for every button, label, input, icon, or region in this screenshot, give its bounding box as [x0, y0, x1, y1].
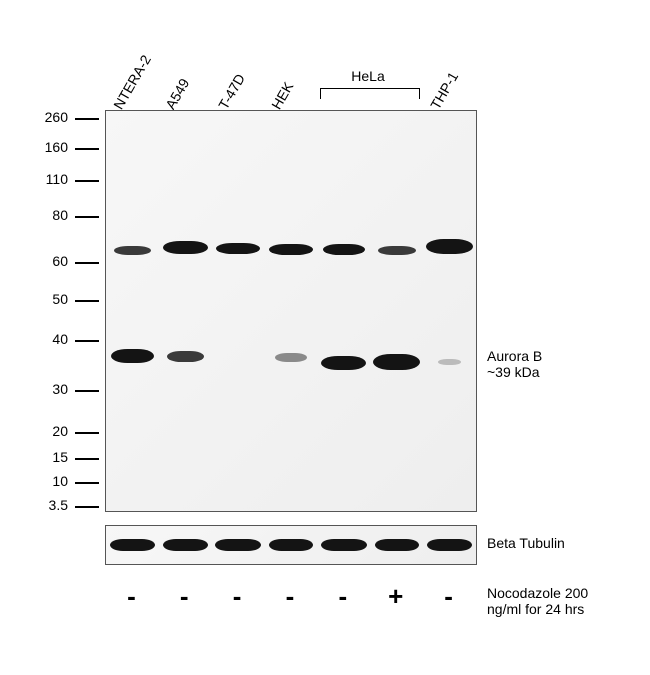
protein-band: [163, 241, 208, 254]
mw-marker-label: 3.5: [30, 497, 68, 513]
mw-marker-label: 40: [30, 331, 68, 347]
mw-marker-tick: [75, 458, 99, 461]
protein-band: [111, 349, 154, 363]
lane-label: T-47D: [215, 71, 248, 112]
treatment-symbol: -: [422, 581, 475, 612]
mw-marker-label: 30: [30, 381, 68, 397]
mw-marker-tick: [75, 300, 99, 303]
mw-marker-label: 60: [30, 253, 68, 269]
tubulin-band: [321, 539, 366, 551]
protein-band: [321, 356, 366, 370]
mw-marker-tick: [75, 216, 99, 219]
mw-marker-tick: [75, 390, 99, 393]
lane-label: THP-1: [427, 69, 461, 112]
protein-band: [269, 244, 312, 255]
protein-band: [438, 359, 462, 365]
mw-marker-tick: [75, 148, 99, 151]
mw-marker-tick: [75, 432, 99, 435]
mw-marker-tick: [75, 180, 99, 183]
tubulin-band: [110, 539, 155, 551]
protein-band: [114, 246, 151, 255]
treatment-symbol: -: [264, 581, 317, 612]
aurora-b-label-line1: Aurora B: [487, 348, 542, 364]
protein-band: [323, 244, 365, 255]
lane-label: A549: [162, 76, 192, 112]
tubulin-band: [215, 539, 260, 551]
tubulin-band: [163, 539, 208, 551]
mw-marker-label: 160: [30, 139, 68, 155]
treatment-label-line1: Nocodazole 200: [487, 585, 588, 601]
mw-marker-tick: [75, 118, 99, 121]
mw-marker-label: 15: [30, 449, 68, 465]
protein-band: [378, 246, 416, 255]
protein-band: [426, 239, 473, 254]
lane-label: NTERA-2: [110, 52, 154, 112]
treatment-label: Nocodazole 200ng/ml for 24 hrs: [487, 585, 647, 617]
tubulin-band: [269, 539, 312, 551]
western-blot-main: [105, 110, 477, 512]
mw-marker-tick: [75, 482, 99, 485]
aurora-b-label-line2: ~39 kDa: [487, 364, 540, 380]
tubulin-band: [375, 539, 419, 551]
treatment-symbol: -: [158, 581, 211, 612]
treatment-symbol: -: [211, 581, 264, 612]
protein-band: [373, 354, 420, 370]
mw-marker-label: 50: [30, 291, 68, 307]
protein-band: [167, 351, 204, 362]
aurora-b-label: Aurora B~39 kDa: [487, 348, 607, 380]
hela-bracket: [320, 88, 420, 99]
treatment-label-line2: ng/ml for 24 hrs: [487, 601, 584, 617]
beta-tubulin-label: Beta Tubulin: [487, 535, 565, 551]
mw-marker-label: 260: [30, 109, 68, 125]
mw-marker-tick: [75, 262, 99, 265]
mw-marker-label: 110: [30, 171, 68, 187]
tubulin-band: [427, 539, 472, 551]
mw-marker-tick: [75, 340, 99, 343]
lane-label: HEK: [268, 79, 296, 112]
treatment-symbol: -: [105, 581, 158, 612]
treatment-symbol: -: [316, 581, 369, 612]
hela-group-label: HeLa: [351, 68, 384, 84]
western-blot-loading-control: [105, 525, 477, 565]
treatment-symbol: +: [369, 581, 422, 612]
protein-band: [275, 353, 307, 362]
protein-band: [216, 243, 259, 254]
mw-marker-label: 20: [30, 423, 68, 439]
mw-marker-label: 80: [30, 207, 68, 223]
mw-marker-label: 10: [30, 473, 68, 489]
mw-marker-tick: [75, 506, 99, 509]
